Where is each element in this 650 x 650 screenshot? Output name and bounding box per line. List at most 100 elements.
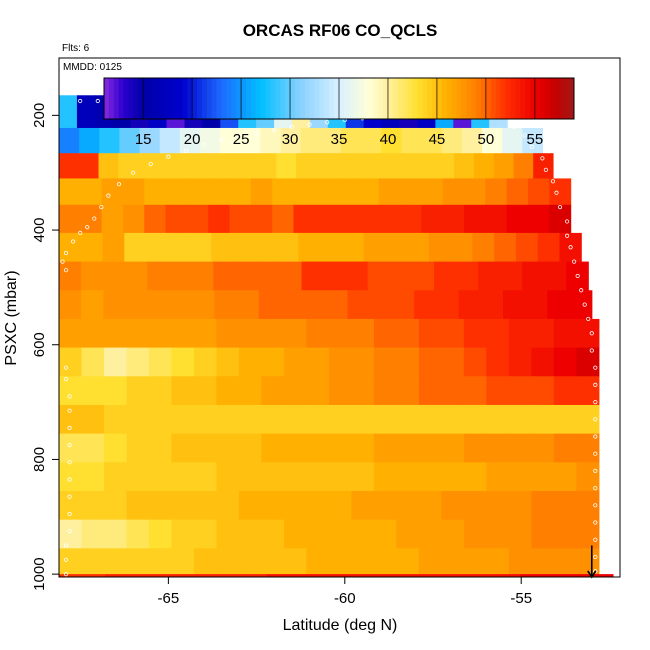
colorbar-swatch — [324, 78, 330, 119]
colorbar-swatch — [206, 78, 213, 119]
heatmap-cell — [481, 127, 503, 154]
heatmap-cell — [418, 318, 442, 348]
flight-track-point — [593, 554, 598, 560]
flight-track-point — [593, 520, 598, 525]
flight-track-point — [272, 128, 277, 133]
heatmap-cell — [458, 290, 482, 320]
heatmap-cell — [463, 462, 487, 492]
heatmap-cell — [461, 127, 483, 154]
heatmap-cell — [531, 490, 555, 521]
heatmap-cell — [189, 232, 212, 262]
flights-label: Flts: 6 — [62, 43, 90, 54]
flight-track-point — [63, 377, 69, 382]
heatmap-cell — [306, 433, 330, 463]
colorbar-swatch — [495, 78, 502, 119]
colorbar-swatch — [432, 78, 438, 119]
heatmap-cell — [208, 178, 231, 206]
heatmap-cell — [486, 318, 510, 348]
heatmap-cell — [216, 462, 240, 492]
heatmap-cell — [59, 204, 81, 234]
colorbar-tick-label: 25 — [233, 131, 250, 148]
colorbar-swatch — [221, 78, 227, 119]
heatmap-cell — [193, 347, 218, 377]
heatmap-cell — [486, 347, 510, 377]
heatmap-cell — [486, 490, 510, 521]
colorbar-swatch — [211, 78, 218, 119]
flight-track-point — [78, 230, 83, 236]
heatmap-cell — [233, 232, 256, 262]
heatmap-cell — [441, 490, 465, 521]
heatmap-cell — [553, 519, 577, 549]
x-tick-label: -55 — [510, 590, 532, 607]
heatmap-cell — [81, 462, 105, 492]
heatmap-cell — [418, 548, 442, 575]
heatmap-cell — [328, 433, 353, 463]
heatmap-cell — [306, 490, 330, 521]
heatmap-cell — [216, 433, 240, 463]
heatmap-cell — [463, 318, 487, 348]
heatmap-cell — [531, 376, 555, 406]
flight-track-point — [540, 156, 545, 161]
heatmap-cell — [378, 204, 401, 234]
heatmap-cell — [411, 261, 435, 291]
heatmap-cell — [283, 376, 308, 406]
heatmap-cell — [442, 178, 465, 206]
heatmap-cell — [103, 376, 128, 406]
heatmap-cell — [103, 404, 128, 435]
colorbar-swatch — [412, 78, 418, 119]
heatmap-cell — [428, 232, 452, 262]
heatmap-cell — [81, 318, 105, 348]
heatmap-cell — [553, 404, 577, 435]
heatmap-cell — [442, 204, 465, 234]
heatmap-cell — [147, 261, 170, 291]
heatmap-cell — [328, 347, 353, 377]
colorbar-swatch — [162, 78, 169, 119]
heatmap-cell — [103, 290, 127, 320]
heatmap-cell — [589, 574, 614, 577]
heatmap-cell — [257, 261, 281, 291]
heatmap-cell — [261, 548, 285, 575]
colorbar-swatch — [314, 78, 320, 119]
heatmap-cell — [240, 127, 262, 154]
heatmap-cell — [357, 178, 380, 206]
heatmap-cell — [369, 290, 393, 320]
heatmap-cell — [553, 462, 577, 492]
heatmap-cell — [59, 548, 83, 575]
heatmap-cell — [250, 178, 273, 206]
y-tick-label: 800 — [31, 447, 48, 472]
heatmap-cell — [508, 519, 532, 549]
flight-track-point — [67, 460, 72, 465]
heatmap-cell — [306, 519, 330, 549]
colorbar-tick-label: 45 — [429, 131, 446, 148]
colorbar-swatch — [456, 78, 462, 119]
heatmap-cell — [385, 232, 408, 262]
heatmap-cell — [217, 153, 238, 179]
colorbar-swatch — [520, 78, 526, 119]
heatmap-cell — [98, 153, 119, 179]
flight-track-point — [67, 394, 72, 399]
heatmap-cell — [126, 376, 150, 406]
heatmap-cell — [389, 261, 413, 291]
flight-track-point — [63, 250, 69, 256]
heatmap-cell — [81, 404, 105, 435]
colorbar-tick-label: 15 — [135, 131, 152, 148]
colorbar-swatch — [241, 78, 247, 119]
colorbar-swatch — [231, 78, 237, 119]
colorbar-swatch — [250, 78, 257, 119]
colorbar-swatch — [402, 78, 409, 119]
flight-track-point — [71, 239, 76, 244]
heatmap-cell — [193, 490, 218, 521]
y-tick-label: 400 — [31, 218, 48, 243]
flight-track-point — [99, 205, 104, 210]
colorbar — [103, 77, 575, 120]
heatmap-cell — [59, 318, 83, 348]
heatmap-cell — [81, 490, 105, 521]
heatmap-cell — [373, 347, 397, 377]
flight-track-point — [593, 365, 598, 370]
heatmap-cell — [124, 232, 147, 262]
flight-track-point — [593, 434, 598, 439]
flight-track-point — [554, 190, 559, 195]
heatmap-cell — [59, 153, 80, 179]
heatmap-cell — [266, 574, 291, 577]
